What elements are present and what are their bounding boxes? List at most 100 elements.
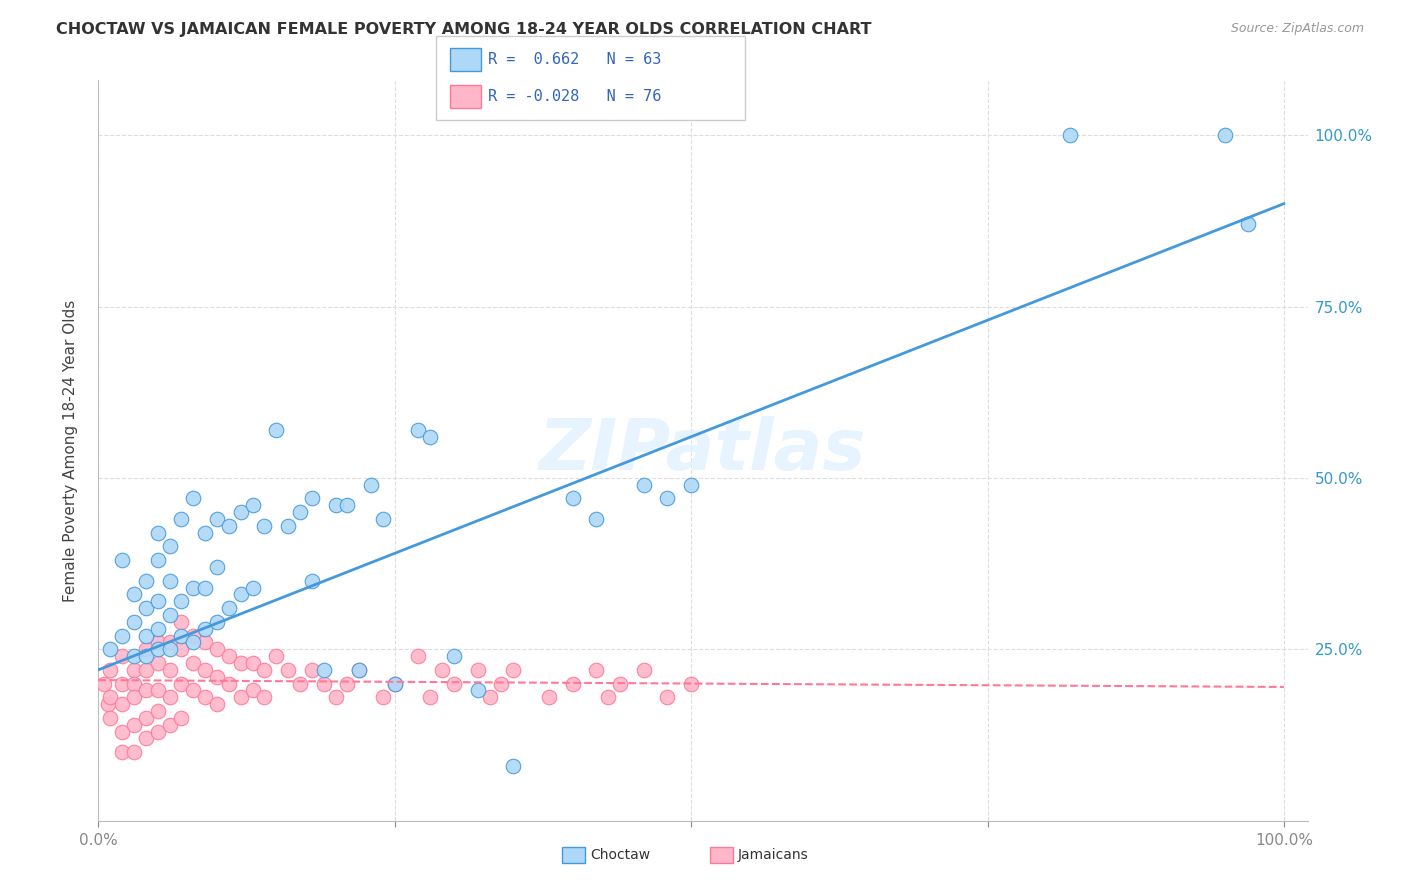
Point: [561, 491, 583, 506]
Point: [159, 635, 181, 649]
Point: [242, 656, 264, 670]
Point: [159, 642, 181, 657]
Point: [312, 676, 335, 690]
Point: [194, 525, 217, 540]
Point: [98, 663, 121, 677]
Point: [159, 574, 181, 588]
Point: [312, 663, 335, 677]
Point: [122, 676, 145, 690]
Point: [585, 663, 607, 677]
Point: [111, 724, 134, 739]
Point: [98, 711, 121, 725]
Point: [146, 622, 169, 636]
Text: Choctaw: Choctaw: [591, 848, 651, 863]
Point: [146, 724, 169, 739]
Point: [170, 642, 193, 657]
Point: [122, 649, 145, 664]
Point: [218, 676, 240, 690]
Point: [1213, 128, 1236, 142]
Point: [218, 601, 240, 615]
Text: ZIPatlas: ZIPatlas: [540, 416, 866, 485]
Point: [170, 512, 193, 526]
Point: [408, 423, 430, 437]
Text: CHOCTAW VS JAMAICAN FEMALE POVERTY AMONG 18-24 YEAR OLDS CORRELATION CHART: CHOCTAW VS JAMAICAN FEMALE POVERTY AMONG…: [56, 22, 872, 37]
Point: [135, 663, 157, 677]
Point: [288, 505, 311, 519]
Point: [146, 594, 169, 608]
Point: [585, 512, 607, 526]
Point: [598, 690, 620, 705]
Point: [443, 676, 465, 690]
Point: [181, 491, 204, 506]
Point: [122, 663, 145, 677]
Point: [135, 649, 157, 664]
Point: [205, 670, 228, 684]
Point: [159, 717, 181, 731]
Point: [194, 690, 217, 705]
Point: [170, 676, 193, 690]
Point: [194, 663, 217, 677]
Point: [146, 635, 169, 649]
Point: [253, 663, 276, 677]
Point: [347, 663, 370, 677]
Point: [111, 628, 134, 642]
Point: [502, 759, 524, 773]
Point: [146, 642, 169, 657]
Point: [301, 574, 323, 588]
Point: [229, 690, 252, 705]
Text: R =  0.662   N = 63: R = 0.662 N = 63: [488, 52, 661, 67]
Point: [467, 683, 489, 698]
Point: [205, 512, 228, 526]
Point: [159, 663, 181, 677]
Point: [325, 690, 347, 705]
Point: [1059, 128, 1081, 142]
Point: [170, 615, 193, 629]
Point: [159, 540, 181, 554]
Point: [419, 430, 441, 444]
Point: [371, 512, 394, 526]
Point: [98, 690, 121, 705]
Point: [194, 622, 217, 636]
Point: [633, 663, 655, 677]
Text: R = -0.028   N = 76: R = -0.028 N = 76: [488, 89, 661, 104]
Point: [170, 711, 193, 725]
Point: [170, 594, 193, 608]
Point: [135, 601, 157, 615]
Point: [98, 642, 121, 657]
Point: [181, 656, 204, 670]
Point: [135, 574, 157, 588]
Point: [432, 663, 454, 677]
Point: [443, 649, 465, 664]
Point: [229, 505, 252, 519]
Text: Source: ZipAtlas.com: Source: ZipAtlas.com: [1230, 22, 1364, 36]
Point: [135, 628, 157, 642]
Point: [229, 656, 252, 670]
Point: [277, 519, 299, 533]
Point: [384, 676, 406, 690]
Point: [657, 690, 679, 705]
Point: [218, 519, 240, 533]
Point: [135, 683, 157, 698]
Point: [97, 697, 120, 711]
Point: [146, 704, 169, 718]
Point: [135, 642, 157, 657]
Point: [146, 525, 169, 540]
Y-axis label: Female Poverty Among 18-24 Year Olds: Female Poverty Among 18-24 Year Olds: [63, 300, 77, 601]
Point: [467, 663, 489, 677]
Point: [657, 491, 679, 506]
Point: [347, 663, 370, 677]
Point: [371, 690, 394, 705]
Point: [205, 615, 228, 629]
Point: [111, 745, 134, 759]
Point: [537, 690, 560, 705]
Point: [229, 587, 252, 601]
Point: [93, 676, 115, 690]
Point: [491, 676, 513, 690]
Point: [242, 581, 264, 595]
Point: [135, 731, 157, 746]
Point: [561, 676, 583, 690]
Point: [181, 683, 204, 698]
Point: [146, 553, 169, 567]
Point: [502, 663, 524, 677]
Point: [408, 649, 430, 664]
